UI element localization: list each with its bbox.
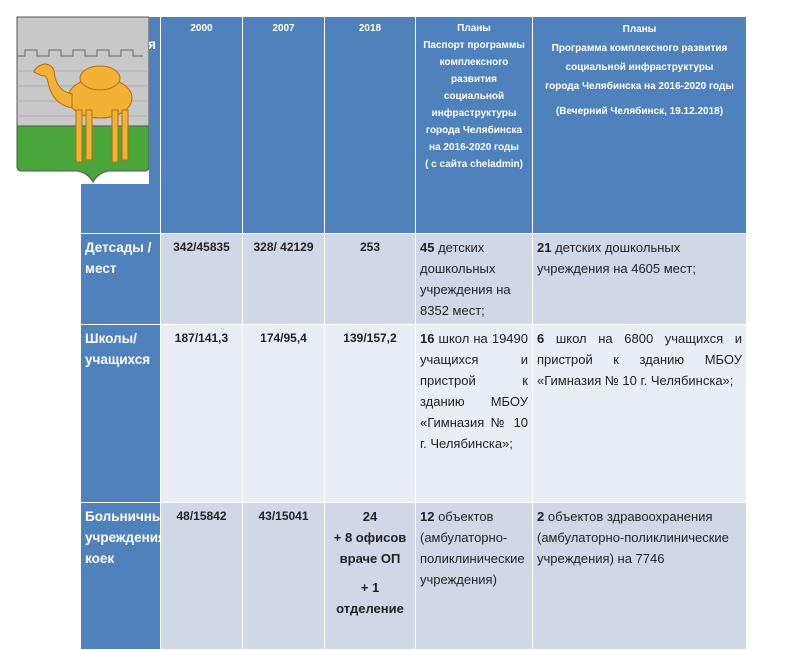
cell-2000: 342/45835 [160, 233, 243, 325]
cell-plan-program: 6 школ на 6800 учащихся и пристрой к зда… [532, 324, 747, 503]
header-plans-passport: Планы Паспорт программы комплексного раз… [415, 16, 533, 234]
cell-plan-passport: 45 детских дошкольных учреждения на 8352… [415, 233, 533, 325]
header-plans-program: Планы Программа комплексного развития со… [532, 16, 747, 234]
header-2007: 2007 [242, 16, 325, 234]
header-2018: 2018 [324, 16, 416, 234]
header-2000: 2000 [160, 16, 243, 234]
plan-text: школ на 6800 учащихся и пристрой к здани… [537, 331, 742, 388]
cell-2018: 253 [324, 233, 416, 325]
table-row: Школы/ учащихся 187/141,3 174/95,4 139/1… [80, 324, 747, 503]
plan-count: 16 [420, 331, 435, 346]
comparison-table: я 2000 2007 2018 Планы Паспорт программы… [80, 16, 747, 650]
plan-text: школ на 19490 учащихся и пристрой к здан… [420, 331, 528, 451]
value-line: отделение [336, 601, 404, 616]
plan-count: 12 [420, 509, 435, 524]
header-text: Паспорт программы комплексного развития … [423, 40, 525, 153]
header-category-label: я [148, 37, 156, 52]
cell-2007: 328/ 42129 [242, 233, 325, 325]
value-line: + 1 [360, 580, 380, 595]
table-row: Больничные учреждения/ коек 48/15842 43/… [80, 502, 747, 650]
cell-plan-program: 2 объектов здравоохранения (амбулаторно-… [532, 502, 747, 650]
value-line: 24 [362, 509, 378, 524]
cell-plan-passport: 12 объектов (амбулаторно-поликлинические… [415, 502, 533, 650]
row-label: Школы/ учащихся [80, 324, 161, 503]
plan-count: 2 [537, 509, 545, 524]
table-row: Детсады /мест 342/45835 328/ 42129 253 4… [80, 233, 747, 325]
header-text: Программа комплексного развития социальн… [551, 43, 728, 73]
cell-2000: 187/141,3 [160, 324, 243, 503]
row-label: Больничные учреждения/ коек [80, 502, 161, 650]
plan-text: детских дошкольных учреждения на 8352 ме… [420, 240, 511, 318]
cell-2018: 139/157,2 [324, 324, 416, 503]
plan-text: детских дошкольных учреждения на 4605 ме… [537, 240, 696, 276]
plan-count: 45 [420, 240, 435, 255]
header-row: я 2000 2007 2018 Планы Паспорт программы… [80, 16, 747, 234]
header-text: Планы [457, 23, 491, 34]
value-line: + 8 офисов враче ОП [333, 530, 407, 566]
header-text: ( с сайта cheladmin) [425, 159, 523, 170]
cell-2007: 174/95,4 [242, 324, 325, 503]
header-text: Планы [622, 24, 657, 35]
cell-2000: 48/15842 [160, 502, 243, 650]
header-text: (Вечерний Челябинск, 19.12.2018) [555, 106, 724, 117]
chelyabinsk-coat-of-arms-image [16, 16, 149, 184]
cell-plan-program: 21 детских дошкольных учреждения на 4605… [532, 233, 747, 325]
plan-text: объектов (амбулаторно-поликлинические уч… [420, 509, 525, 587]
row-label: Детсады /мест [80, 233, 161, 325]
cell-2007: 43/15041 [242, 502, 325, 650]
plan-count: 21 [537, 240, 552, 255]
plan-count: 6 [537, 331, 545, 346]
plan-text: объектов здравоохранения (амбулаторно-по… [537, 509, 729, 566]
cell-2018: 24 + 8 офисов враче ОП + 1 отделение [324, 502, 416, 650]
cell-plan-passport: 16 школ на 19490 учащихся и пристрой к з… [415, 324, 533, 503]
header-text: города Челябинска на 2016-2020 годы [545, 81, 734, 92]
